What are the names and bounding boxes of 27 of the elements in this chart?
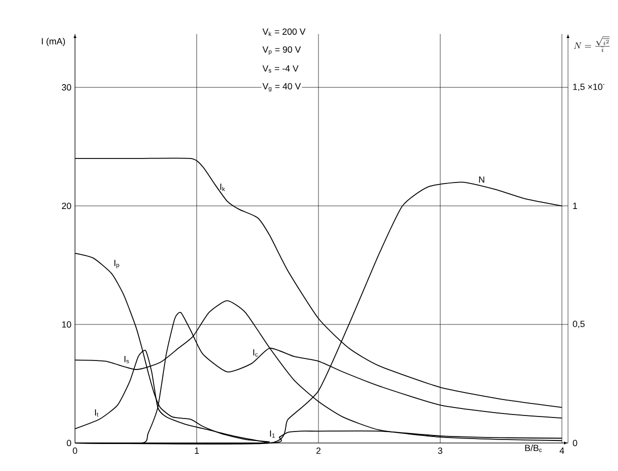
series-label: I$_{1}$ bbox=[270, 430, 275, 438]
series-label: I$_{c}$ bbox=[253, 349, 258, 356]
series-label: N bbox=[479, 176, 484, 183]
x-tick-label: 4 bbox=[560, 448, 564, 454]
y2-axis-title: $N=\frac{\sqrt{\overline{i^{2}}}}{\bar{i}}$ bbox=[574, 36, 610, 52]
y-axis-title: I (mA) bbox=[42, 38, 65, 46]
y2-tick-label: 0,5 bbox=[572, 320, 585, 328]
y2-tick-label: 1,5 ×10$^{-}$ bbox=[573, 84, 604, 92]
annotation: V$_{g}$ = 40 V bbox=[262, 83, 301, 92]
annotation: V$_{k}$ = 200 V bbox=[262, 28, 306, 36]
y-tick-label: 0 bbox=[66, 440, 72, 446]
x-tick-label: 1 bbox=[194, 448, 199, 454]
annotation: V$_{p}$ = 90 V bbox=[262, 46, 301, 55]
series-label: I$_{s}$ bbox=[124, 356, 129, 364]
series-label: I$_{p}$ bbox=[114, 260, 120, 268]
y2-tick-label: 1 bbox=[573, 202, 578, 209]
x-tick-label: 2 bbox=[316, 448, 320, 454]
series-label: I$_{t}$ bbox=[95, 409, 98, 417]
y-tick-label: 20 bbox=[62, 202, 72, 210]
x-tick-label: 3 bbox=[438, 448, 442, 454]
y-tick-label: 10 bbox=[62, 321, 72, 328]
x-tick-label: 0 bbox=[72, 448, 78, 454]
series-label: I$_{k}$ bbox=[220, 184, 226, 192]
annotation: V$_{s}$ = -4 V bbox=[262, 65, 299, 73]
y-tick-label: 30 bbox=[62, 84, 72, 91]
y2-tick-label: 0 bbox=[572, 440, 578, 446]
x-axis-title: B/B$_{c}$ bbox=[525, 444, 542, 452]
